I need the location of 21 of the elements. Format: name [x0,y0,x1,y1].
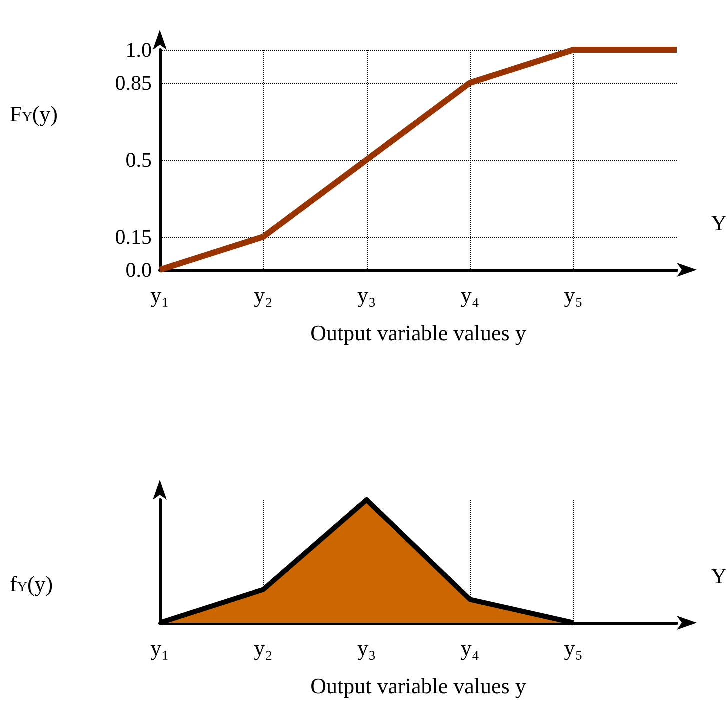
x-tick-label: y₂ [254,282,273,308]
text: Y [711,564,727,588]
y-tick-label: 0.15 [115,225,152,249]
x-tick-label: y₂ [254,636,273,660]
y-tick-label: 0.85 [115,71,152,95]
x-tick-label: y₃ [357,282,376,308]
y-axis-title: FY(y) [10,102,58,126]
x-axis-title: Output variable values y [310,674,526,698]
y-tick-label: 1.0 [126,38,152,62]
y-axis-title: fY(y) [10,572,54,596]
x-tick-label: y₄ [460,282,480,308]
x-tick-label: y₁ [150,636,170,660]
x-axis-title: Output variable values y [310,320,526,346]
y-tick-label: 0.5 [126,148,152,172]
x-tick-label: y₅ [564,636,583,660]
text: Y [711,210,727,236]
x-tick-label: y₁ [150,282,170,308]
x-tick-label: y₄ [460,636,480,660]
x-tick-label: y₃ [357,636,376,660]
x-tick-label: y₅ [564,282,583,308]
y-tick-label: 0.0 [126,258,152,282]
